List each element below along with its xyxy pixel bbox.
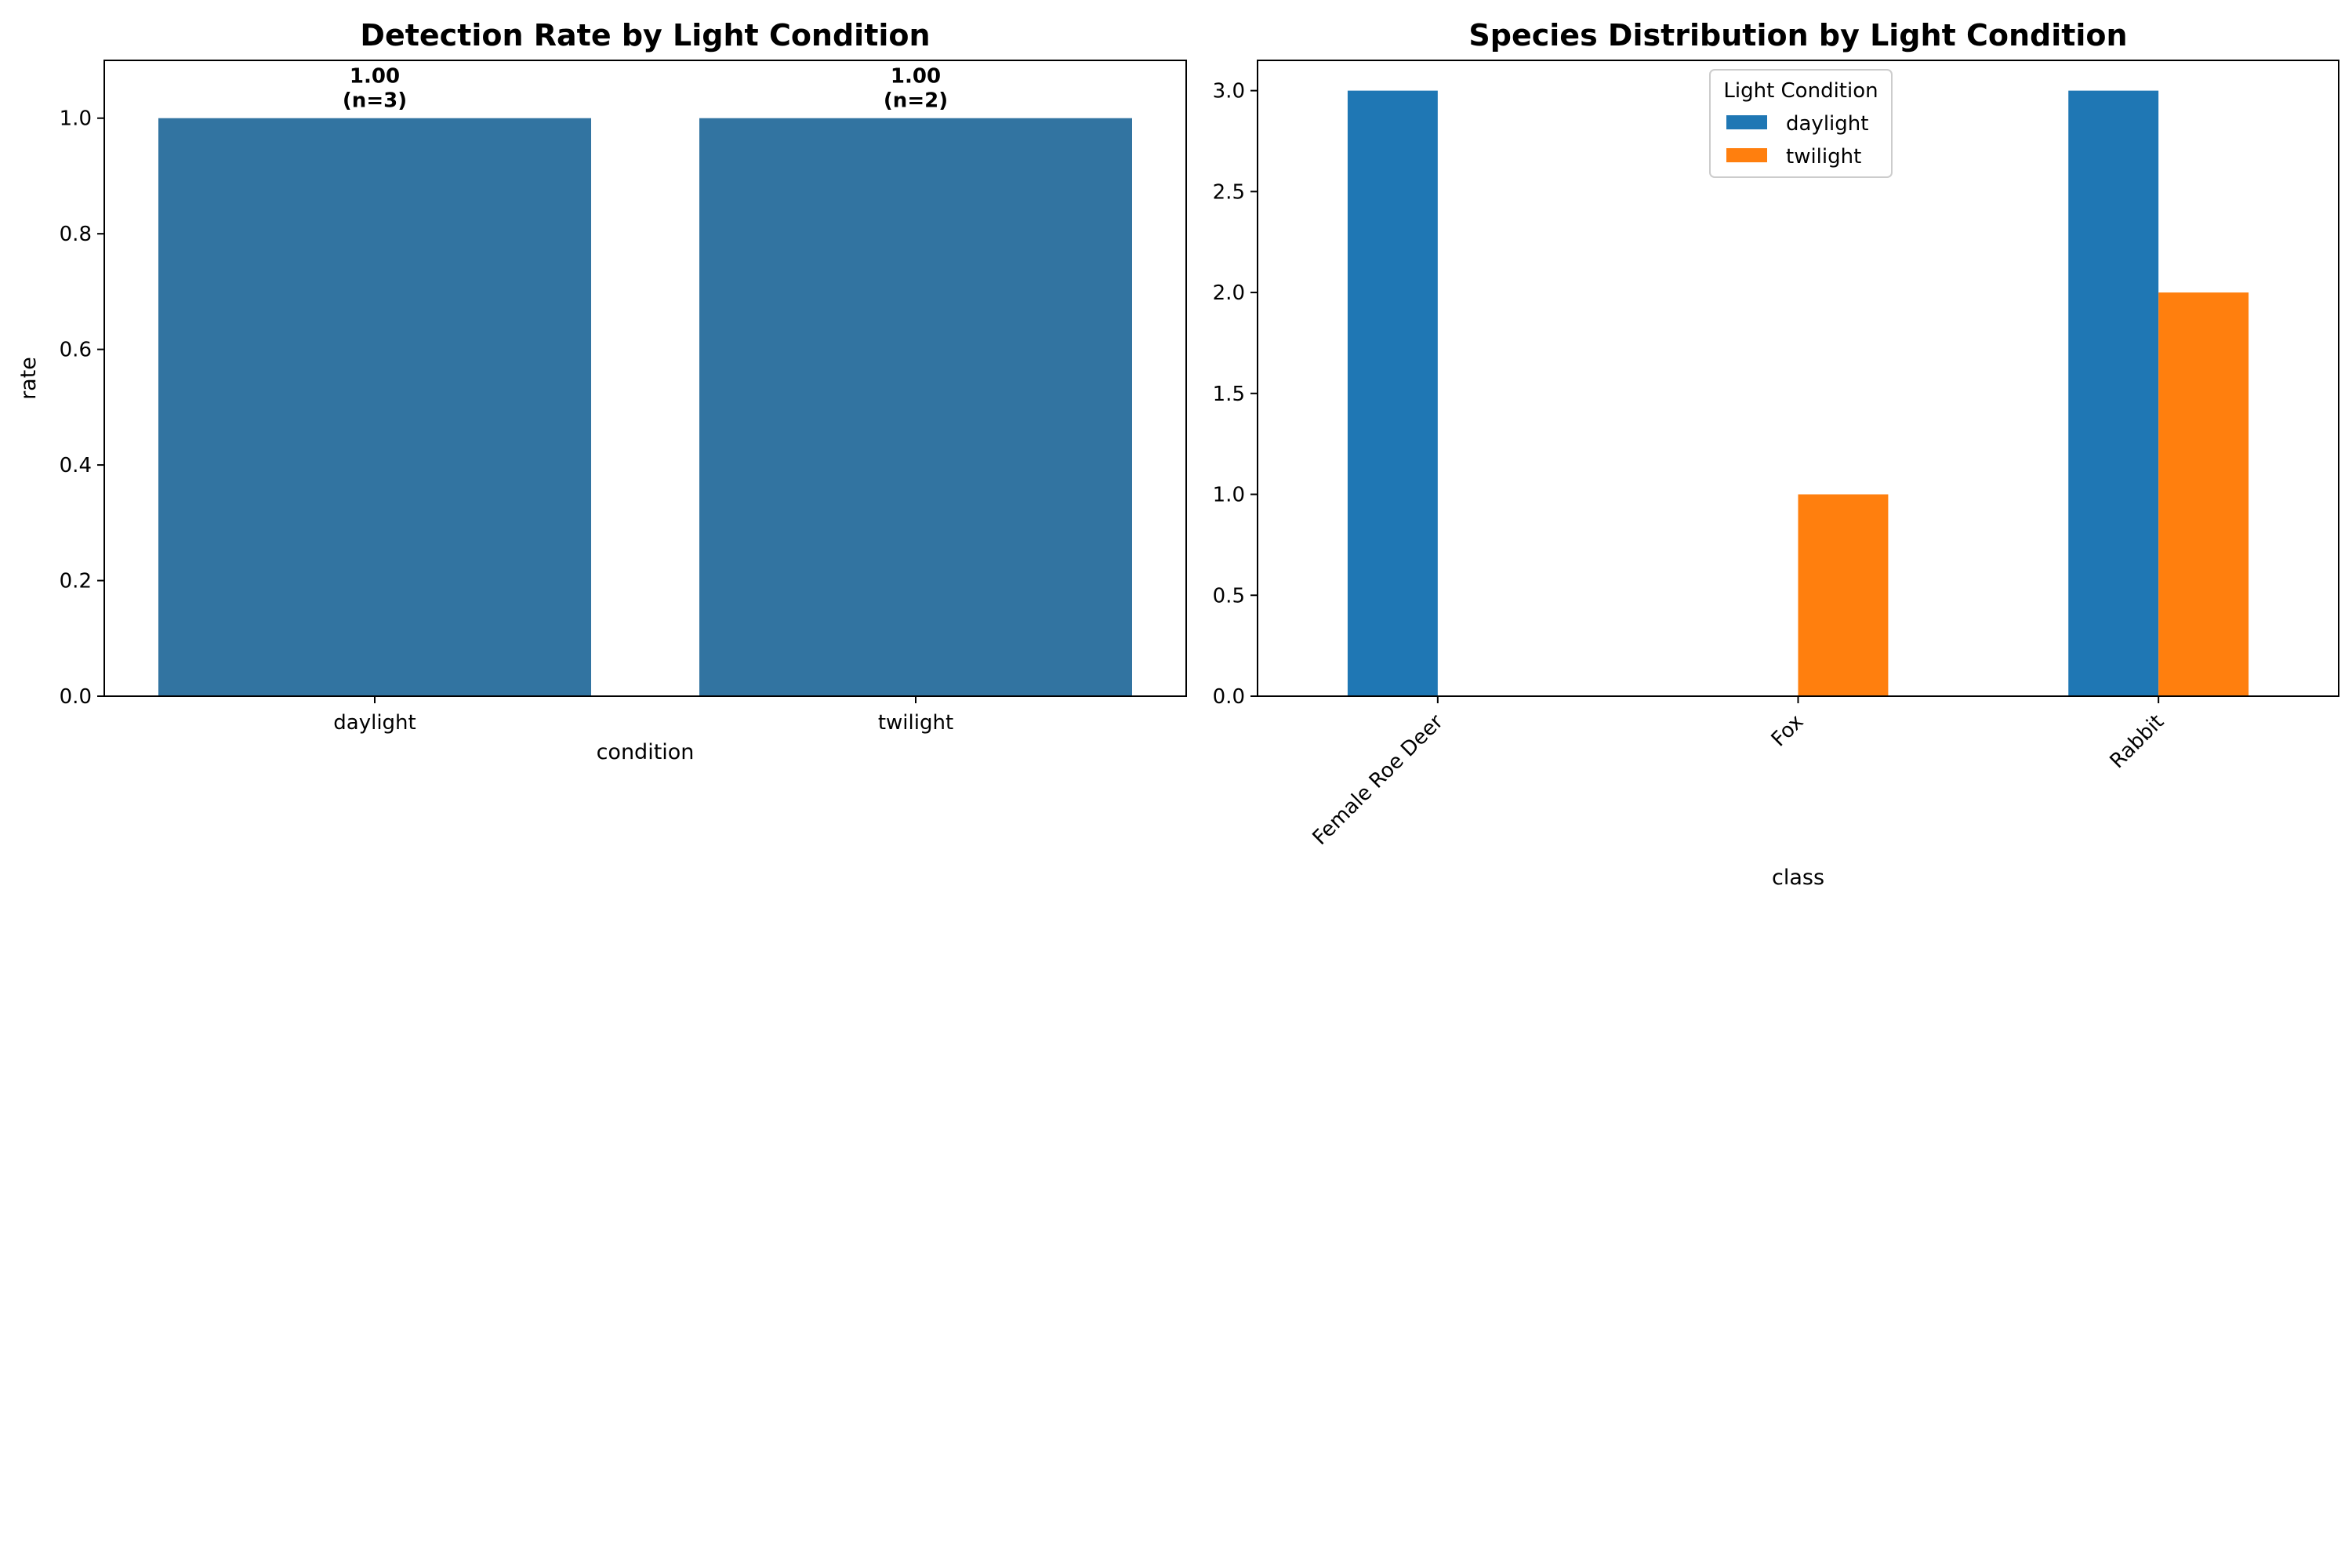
legend-swatch-daylight bbox=[1726, 115, 1767, 129]
y-tick-label: 0.5 bbox=[1213, 584, 1245, 608]
legend-label-daylight: daylight bbox=[1786, 112, 1868, 136]
chart2-x-ticks: Female Roe Deer Fox Rabbit bbox=[1308, 696, 2169, 850]
y-tick-label: 0.8 bbox=[60, 223, 92, 246]
y-tick-label: 2.5 bbox=[1213, 180, 1245, 204]
chart2-y-ticks: 0.0 0.5 1.0 1.5 2.0 2.5 3.0 bbox=[1213, 80, 1258, 709]
chart1-y-axis-label: rate bbox=[16, 357, 41, 400]
chart1-x-ticks: daylight twilight bbox=[333, 696, 953, 735]
legend-label-twilight: twilight bbox=[1786, 145, 1861, 169]
species-distribution-chart: Species Distribution by Light Condition … bbox=[1213, 18, 2339, 890]
chart1-y-ticks: 0.0 0.2 0.4 0.6 0.8 1.0 bbox=[60, 107, 104, 709]
y-tick-label: 2.0 bbox=[1213, 281, 1245, 305]
y-tick-label: 1.0 bbox=[1213, 484, 1245, 507]
y-tick-label: 0.4 bbox=[60, 454, 92, 477]
chart2-x-axis-label: class bbox=[1772, 866, 1824, 890]
chart2-title: Species Distribution by Light Condition bbox=[1468, 18, 2127, 53]
detection-rate-chart: Detection Rate by Light Condition 1.00(n… bbox=[16, 18, 1187, 764]
x-tick-label-Fox: Fox bbox=[1767, 710, 1809, 752]
bar-label-n-daylight: (n=3) bbox=[343, 89, 407, 113]
bar-twilight-Fox bbox=[1798, 494, 1889, 696]
y-tick-label: 1.5 bbox=[1213, 383, 1245, 406]
chart1-bars bbox=[158, 118, 1132, 696]
y-tick-label: 3.0 bbox=[1213, 80, 1245, 103]
legend-swatch-twilight bbox=[1726, 148, 1767, 162]
chart2-bars bbox=[1347, 90, 2249, 697]
bar-label-n-twilight: (n=2) bbox=[884, 89, 948, 113]
bar-label-value-twilight: 1.00 bbox=[891, 65, 941, 89]
y-tick-label: 0.2 bbox=[60, 570, 92, 593]
chart1-axes-frame bbox=[103, 60, 1187, 697]
bar-daylight-Female Roe Deer bbox=[1347, 90, 1438, 697]
y-tick-label: 0.0 bbox=[1213, 685, 1245, 709]
x-tick-label-Female Roe Deer: Female Roe Deer bbox=[1308, 710, 1448, 850]
bar-daylight bbox=[158, 118, 591, 696]
y-tick-label: 0.6 bbox=[60, 339, 92, 362]
chart1-bar-labels: 1.00(n=3)1.00(n=2) bbox=[343, 65, 948, 113]
y-tick-label: 0.0 bbox=[60, 685, 92, 709]
bar-label-value-daylight: 1.00 bbox=[350, 65, 400, 89]
legend-title: Light Condition bbox=[1723, 79, 1878, 103]
x-tick-label-daylight: daylight bbox=[333, 711, 416, 735]
bar-twilight-Rabbit bbox=[2158, 292, 2249, 697]
x-tick-label-Rabbit: Rabbit bbox=[2106, 710, 2169, 774]
x-tick-label-twilight: twilight bbox=[878, 711, 953, 735]
bar-daylight-Rabbit bbox=[2068, 90, 2159, 697]
chart1-title: Detection Rate by Light Condition bbox=[360, 18, 930, 53]
y-tick-label: 1.0 bbox=[60, 107, 92, 131]
bar-twilight bbox=[699, 118, 1132, 696]
chart1-x-axis-label: condition bbox=[597, 740, 695, 764]
chart2-legend: Light Condition daylight twilight bbox=[1709, 69, 1893, 178]
